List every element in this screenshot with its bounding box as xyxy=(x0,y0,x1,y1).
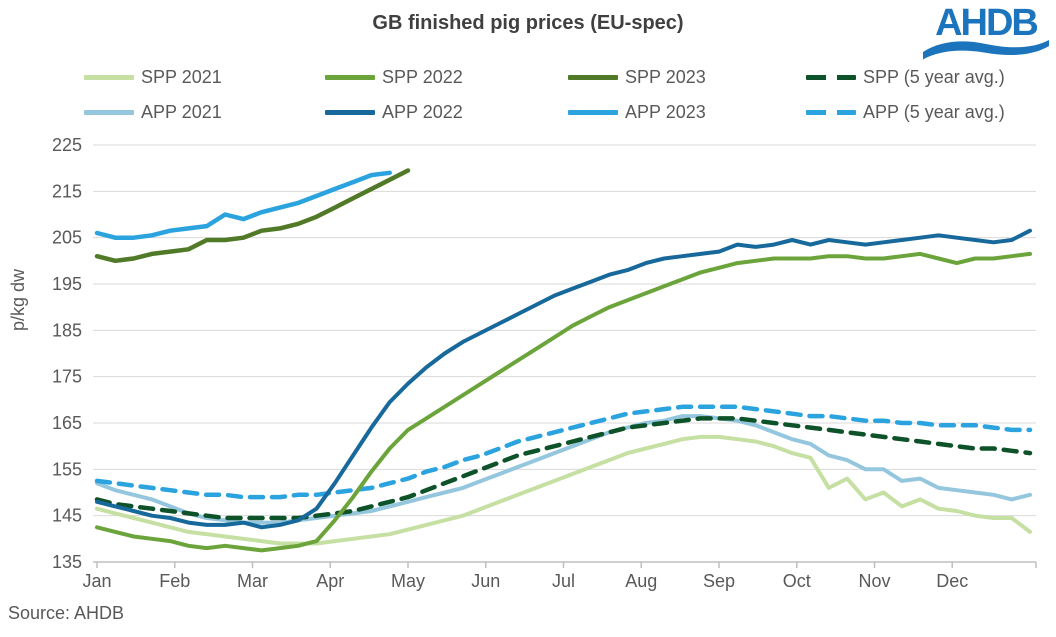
series-line-app-2023 xyxy=(94,170,392,240)
x-tick-label-Mar: Mar xyxy=(237,571,268,591)
series-line-spp-2021 xyxy=(95,434,1032,546)
series-line-spp-2023 xyxy=(94,168,411,264)
y-tick-label-195: 195 xyxy=(52,274,82,294)
series-line-spp-2022 xyxy=(95,251,1032,553)
chart-legend: SPP 2021 SPP 2022 SPP 2023 SPP (5 year avg.… xyxy=(84,64,1056,125)
legend-label: APP 2021 xyxy=(141,101,222,122)
ahdb-logo-wave-icon xyxy=(923,40,1049,60)
legend-item-app-2023: APP 2023 xyxy=(568,99,806,125)
legend-item-spp-5-year-avg-: SPP (5 year avg.) xyxy=(806,64,1056,90)
legend-item-app-2021: APP 2021 xyxy=(84,99,325,125)
x-tick-label-Sep: Sep xyxy=(703,571,735,591)
legend-label: SPP 2021 xyxy=(141,66,222,87)
legend-swatch xyxy=(568,74,618,80)
x-tick-label-Apr: Apr xyxy=(316,571,344,591)
series-line-app-2022 xyxy=(95,228,1032,530)
y-tick-label-215: 215 xyxy=(52,181,82,201)
legend-swatch xyxy=(806,109,856,115)
x-tick-label-Jul: Jul xyxy=(552,571,575,591)
x-tick-label-Nov: Nov xyxy=(858,571,890,591)
legend-swatch xyxy=(325,74,375,80)
legend-label: SPP (5 year avg.) xyxy=(863,66,1005,87)
legend-item-app-2022: APP 2022 xyxy=(325,99,568,125)
legend-item-spp-2023: SPP 2023 xyxy=(568,64,806,90)
legend-swatch xyxy=(84,109,134,115)
series-line-app-2021 xyxy=(95,414,1032,525)
legend-label: APP (5 year avg.) xyxy=(863,101,1005,122)
legend-swatch xyxy=(568,109,618,115)
series-line-app-5-year-avg- xyxy=(94,404,1033,500)
legend-swatch xyxy=(806,74,856,80)
chart-title: GB finished pig prices (EU-spec) xyxy=(372,12,684,34)
ahdb-logo: AHDB xyxy=(922,4,1050,60)
source-note: Source: AHDB xyxy=(8,603,125,623)
x-tick-label-Dec: Dec xyxy=(936,571,968,591)
x-tick-label-Jan: Jan xyxy=(82,571,111,591)
axes xyxy=(93,561,1037,568)
x-tick-label-Aug: Aug xyxy=(625,571,657,591)
legend-item-spp-2022: SPP 2022 xyxy=(325,64,568,90)
x-tick-label-Feb: Feb xyxy=(159,571,190,591)
x-tick-label-Oct: Oct xyxy=(783,571,811,591)
legend-item-spp-2021: SPP 2021 xyxy=(84,64,325,90)
series-lines xyxy=(94,168,1033,553)
legend-label: SPP 2023 xyxy=(625,66,706,87)
y-tick-label-225: 225 xyxy=(52,135,82,155)
legend-label: APP 2023 xyxy=(625,101,706,122)
y-tick-label-205: 205 xyxy=(52,228,82,248)
ahdb-logo-text: AHDB xyxy=(935,2,1039,44)
legend-label: SPP 2022 xyxy=(382,66,463,87)
legend-item-app-5-year-avg-: APP (5 year avg.) xyxy=(806,99,1056,125)
series-line-spp-5-year-avg- xyxy=(94,416,1033,521)
legend-swatch xyxy=(84,74,134,80)
x-tick-label-Jun: Jun xyxy=(471,571,500,591)
y-tick-label-155: 155 xyxy=(52,459,82,479)
y-tick-label-175: 175 xyxy=(52,367,82,387)
y-tick-label-145: 145 xyxy=(52,506,82,526)
y-tick-label-165: 165 xyxy=(52,413,82,433)
y-axis-title: p/kg dw xyxy=(8,268,28,331)
x-tick-label-May: May xyxy=(391,571,425,591)
legend-swatch xyxy=(325,109,375,115)
legend-label: APP 2022 xyxy=(382,101,463,122)
y-tick-label-185: 185 xyxy=(52,320,82,340)
y-tick-label-135: 135 xyxy=(52,552,82,572)
